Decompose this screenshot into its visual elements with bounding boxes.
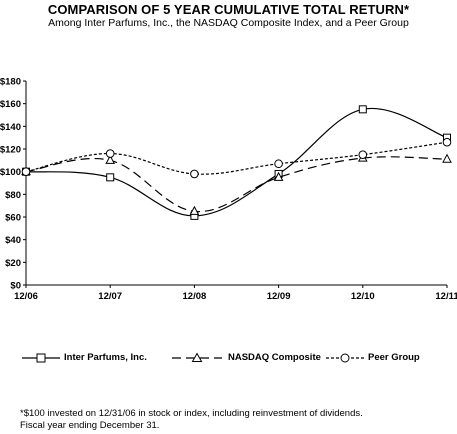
chart-subtitle: Among Inter Parfums, Inc., the NASDAQ Co…	[48, 17, 409, 29]
data-point-1	[189, 205, 200, 215]
footnote-line-1: *$100 invested on 12/31/06 in stock or i…	[20, 408, 363, 419]
x-tick-label: 12/10	[351, 291, 375, 302]
legend-item-peer-group: Peer Group	[326, 351, 451, 365]
x-tick-label: 12/09	[267, 291, 291, 302]
data-point-2	[105, 149, 115, 158]
legend-item-inter-parfums: Inter Parfums, Inc.	[22, 351, 182, 365]
series-line-1	[25, 156, 448, 212]
data-point-0	[358, 105, 367, 114]
y-tick-label: $60	[5, 213, 21, 224]
chart-title: COMPARISON OF 5 YEAR CUMULATIVE TOTAL RE…	[47, 2, 410, 17]
data-point-0	[106, 173, 115, 182]
y-tick-label: $80	[5, 190, 21, 201]
legend-line-peer-group	[326, 353, 364, 363]
x-tick-label: 12/07	[98, 291, 122, 302]
data-point-2	[442, 137, 452, 147]
x-tick-label: 12/06	[14, 291, 38, 302]
y-tick-label: $120	[0, 145, 21, 156]
y-tick-label: $180	[0, 77, 21, 88]
legend-label-peer-group: Peer Group	[368, 352, 420, 363]
data-point-1	[273, 171, 284, 181]
x-tick-label: 12/11	[435, 291, 457, 302]
y-tick-label: $0	[10, 281, 21, 292]
data-point-2	[190, 169, 199, 179]
legend-label-nasdaq: NASDAQ Composite	[228, 352, 321, 363]
legend-line-inter-parfums	[22, 353, 60, 363]
data-point-2	[21, 167, 31, 176]
footnote: *$100 invested on 12/31/06 in stock or i…	[20, 408, 363, 432]
data-point-1	[442, 153, 452, 163]
data-point-2	[358, 150, 368, 159]
data-point-2	[274, 159, 283, 169]
footnote-line-2: Fiscal year ending December 31.	[20, 420, 160, 431]
y-tick-label: $140	[0, 122, 21, 133]
series-line-0	[25, 107, 448, 217]
y-tick-label: $100	[0, 167, 21, 178]
y-tick-label: $160	[0, 99, 21, 110]
legend-item-nasdaq: NASDAQ Composite	[172, 351, 342, 365]
legend-line-nasdaq	[172, 352, 222, 362]
data-point-1	[105, 154, 116, 164]
series-line-2	[25, 141, 448, 175]
x-tick-label: 12/08	[183, 291, 207, 302]
legend-label-inter-parfums: Inter Parfums, Inc.	[64, 352, 147, 363]
y-tick-label: $40	[5, 235, 21, 246]
y-tick-label: $20	[5, 258, 21, 269]
